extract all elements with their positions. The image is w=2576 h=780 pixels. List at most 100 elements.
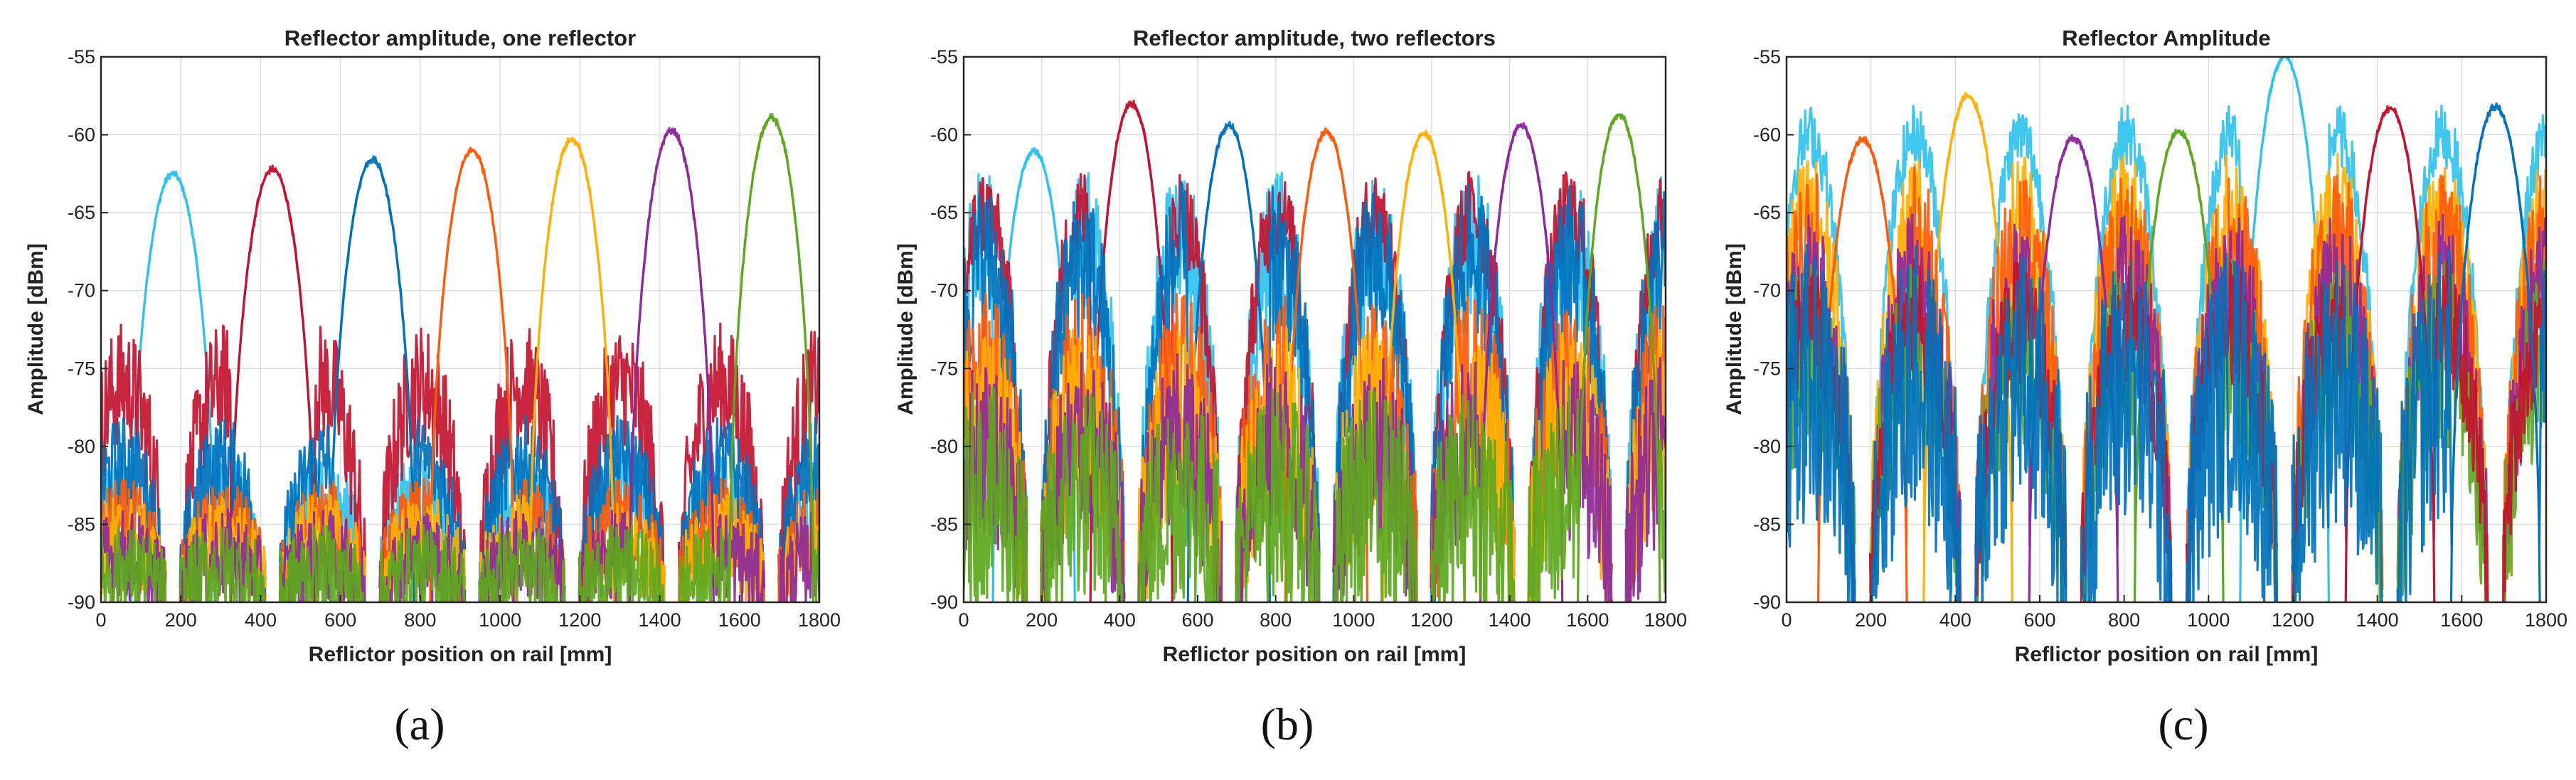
y-tick-label: -60 bbox=[68, 124, 95, 146]
y-tick-label: -90 bbox=[930, 592, 958, 613]
x-tick-label: 600 bbox=[1181, 609, 1213, 631]
series-group bbox=[101, 112, 819, 602]
axes-box bbox=[962, 55, 1667, 604]
series-peak-orange bbox=[429, 149, 516, 602]
panel-caption: (b) bbox=[1261, 699, 1314, 749]
y-tick-label: -80 bbox=[1753, 436, 1781, 457]
series-peak-yellow bbox=[528, 138, 615, 602]
x-tick-label: 1400 bbox=[639, 609, 681, 631]
series-peak-purple bbox=[2028, 137, 2119, 602]
x-tick-label: 1000 bbox=[2187, 609, 2230, 631]
chart-panel-b: Reflector amplitude, two reflectors 0 200… bbox=[894, 26, 1687, 749]
series-peak-red bbox=[1089, 102, 1173, 602]
panel-caption: (a) bbox=[394, 699, 445, 749]
x-tick-label: 1400 bbox=[2356, 609, 2399, 631]
x-tick-label: 1200 bbox=[1410, 609, 1453, 631]
x-tick-label: 1200 bbox=[558, 609, 601, 631]
x-tick-label: 1200 bbox=[2272, 609, 2314, 631]
series-peak-green bbox=[2133, 130, 2225, 602]
x-tick-label: 400 bbox=[1939, 609, 1971, 631]
y-axis-label: Amplitude [dBm] bbox=[1723, 243, 1746, 415]
y-tick-label: -65 bbox=[930, 202, 958, 223]
x-tick-label: 0 bbox=[958, 609, 969, 631]
series-peak-orange bbox=[1284, 130, 1369, 602]
x-tick-label: 400 bbox=[1104, 609, 1136, 631]
chart-title: Reflector amplitude, two reflectors bbox=[1133, 26, 1496, 50]
y-tick-label: -80 bbox=[930, 436, 958, 457]
x-tick-label: 1800 bbox=[2525, 609, 2567, 631]
series-peak-green bbox=[1577, 113, 1661, 602]
x-axis-label: Reflictor position on rail [mm] bbox=[2015, 643, 2319, 666]
x-tick-label: 1800 bbox=[1644, 609, 1687, 631]
y-axis-label: Amplitude [dBm] bbox=[24, 243, 48, 415]
x-tick-label: 800 bbox=[404, 609, 436, 631]
series-line-cyan bbox=[1787, 57, 2546, 602]
series-line-blue bbox=[101, 155, 819, 602]
x-tick-label: 200 bbox=[1855, 609, 1887, 631]
y-tick-label: -60 bbox=[930, 124, 958, 146]
y-tick-label: -70 bbox=[930, 280, 958, 301]
x-tick-label: 0 bbox=[95, 609, 106, 631]
series-peak-blue bbox=[2449, 105, 2541, 602]
x-tick-label: 200 bbox=[165, 609, 197, 631]
series-peak-blue bbox=[329, 159, 416, 602]
x-tick-label: 1600 bbox=[2440, 609, 2483, 631]
y-tick-label: -55 bbox=[930, 46, 958, 68]
y-tick-label: -85 bbox=[930, 513, 958, 535]
x-tick-label: 1600 bbox=[718, 609, 761, 631]
x-tick-label: 600 bbox=[324, 609, 356, 631]
x-tick-label: 600 bbox=[2023, 609, 2055, 631]
y-tick-label: -80 bbox=[68, 436, 95, 457]
y-tick-label: -60 bbox=[1753, 124, 1781, 146]
x-tick-label: 0 bbox=[1781, 609, 1792, 631]
series-line-green bbox=[964, 113, 1666, 602]
axes-box bbox=[100, 55, 821, 604]
y-axis-label: Amplitude [dBm] bbox=[894, 243, 917, 415]
chart-title: Reflector Amplitude bbox=[2062, 26, 2270, 50]
series-group bbox=[964, 100, 1666, 602]
x-tick-label: 1000 bbox=[479, 609, 521, 631]
y-tick-label: -85 bbox=[1753, 513, 1781, 535]
x-tick-label: 200 bbox=[1026, 609, 1058, 631]
plot-area: 0 200 400 600 800 1000 1200 1400 1600 1800 -55 -60 -… bbox=[68, 46, 841, 631]
y-tick-label: -70 bbox=[68, 280, 95, 301]
plot-area: 0 200 400 600 800 1000 1200 1400 1600 1800 -55 -60 -… bbox=[930, 46, 1687, 631]
x-tick-label: 1000 bbox=[1332, 609, 1375, 631]
series-peak-yellow bbox=[1381, 132, 1467, 602]
x-tick-label: 1400 bbox=[1489, 609, 1531, 631]
axes-box bbox=[1785, 55, 2548, 604]
chart-panel-c: Reflector Amplitude 0 200 400 600 800 1000 120… bbox=[1723, 26, 2567, 749]
x-tick-label: 1600 bbox=[1566, 609, 1609, 631]
y-tick-label: -75 bbox=[930, 358, 958, 379]
y-tick-label: -70 bbox=[1753, 280, 1781, 301]
x-axis-label: Reflictor position on rail [mm] bbox=[1163, 643, 1467, 666]
x-tick-label: 800 bbox=[1260, 609, 1292, 631]
series-group bbox=[1787, 57, 2546, 602]
series-peak-blue bbox=[1186, 124, 1271, 602]
series-line-green bbox=[101, 112, 819, 602]
series-line-blue bbox=[964, 121, 1666, 602]
series-line-red bbox=[101, 164, 819, 602]
x-tick-label: 1800 bbox=[798, 609, 841, 631]
series-peak-red bbox=[2344, 107, 2436, 602]
plot-area: 0 200 400 600 800 1000 1200 1400 1600 1800 -55 -60 -… bbox=[1753, 46, 2567, 631]
y-tick-label: -55 bbox=[1753, 46, 1781, 68]
series-peak-purple bbox=[628, 129, 715, 602]
series-peak-yellow bbox=[1922, 95, 2013, 602]
y-tick-label: -65 bbox=[1753, 202, 1781, 223]
series-peak-cyan bbox=[129, 172, 216, 602]
series-line-blue bbox=[1787, 102, 2546, 602]
y-tick-label: -75 bbox=[1753, 358, 1781, 379]
y-tick-label: -55 bbox=[68, 46, 95, 68]
y-tick-label: -85 bbox=[68, 513, 95, 535]
series-peak-cyan bbox=[2239, 57, 2330, 602]
series-peak-red bbox=[229, 168, 316, 602]
x-tick-label: 800 bbox=[2108, 609, 2140, 631]
panel-caption: (c) bbox=[2158, 699, 2208, 749]
y-tick-label: -65 bbox=[68, 202, 95, 223]
series-peak-green bbox=[728, 116, 815, 602]
series-peak-purple bbox=[1479, 124, 1564, 602]
x-tick-label: 400 bbox=[245, 609, 277, 631]
y-tick-label: -90 bbox=[1753, 592, 1781, 613]
